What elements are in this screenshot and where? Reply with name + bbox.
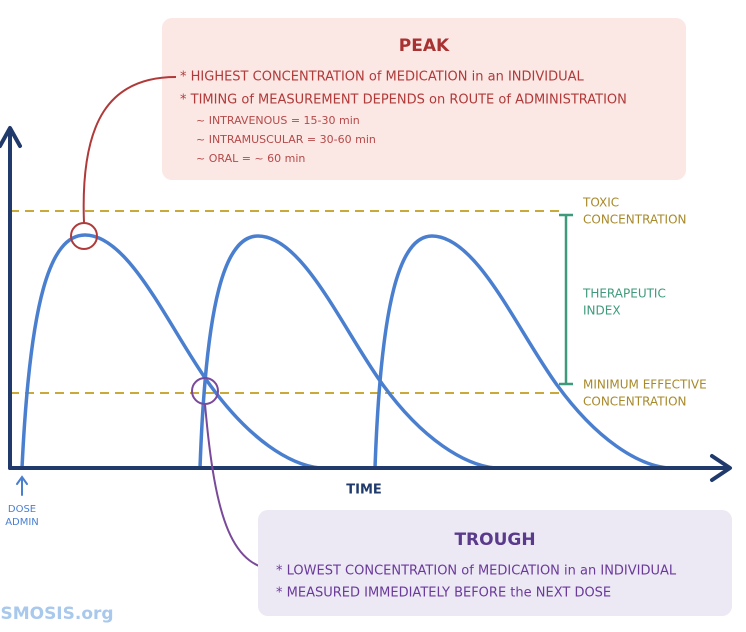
- trough-item: * LOWEST CONCENTRATION of MEDICATION in …: [276, 564, 677, 579]
- peak-box: [162, 18, 686, 180]
- peak-connector: [82, 76, 177, 224]
- dose-arrow: [16, 475, 28, 496]
- minimum-label: CONCENTRATION: [583, 395, 687, 409]
- peak-subitem: ~ INTRAMUSCULAR = 30-60 min: [196, 133, 376, 146]
- x-axis-label: TIME: [346, 483, 382, 498]
- therapeutic-label: THERAPEUTIC: [582, 287, 666, 301]
- trough-item: * MEASURED IMMEDIATELY BEFORE the NEXT D…: [276, 586, 611, 601]
- peak-item: * TIMING of MEASUREMENT DEPENDS on ROUTE…: [180, 93, 627, 108]
- logo: OSMOSIS.org: [0, 604, 114, 624]
- peak-item: * HIGHEST CONCENTRATION of MEDICATION in…: [180, 70, 585, 85]
- concentration-curve: [198, 234, 497, 470]
- peak-title: PEAK: [399, 36, 450, 56]
- dose-label: DOSE: [8, 504, 36, 515]
- x-axis: [8, 454, 732, 482]
- trough-title: TROUGH: [454, 530, 535, 550]
- concentration-curve: [373, 234, 670, 470]
- peak-subitem: ~ INTRAVENOUS = 15-30 min: [196, 114, 360, 127]
- minimum-label: MINIMUM EFFECTIVE: [583, 378, 707, 392]
- toxic-label: TOXIC: [582, 196, 619, 210]
- therapeutic-label: INDEX: [583, 304, 621, 318]
- y-axis: [0, 126, 22, 470]
- concentration-curve: [20, 233, 322, 470]
- dose-label: ADMIN: [5, 517, 39, 528]
- toxic-label: CONCENTRATION: [583, 213, 687, 227]
- peak-subitem: ~ ORAL = ~ 60 min: [196, 152, 305, 165]
- therapeutic-bracket: [559, 213, 573, 386]
- trough-box: [258, 510, 732, 616]
